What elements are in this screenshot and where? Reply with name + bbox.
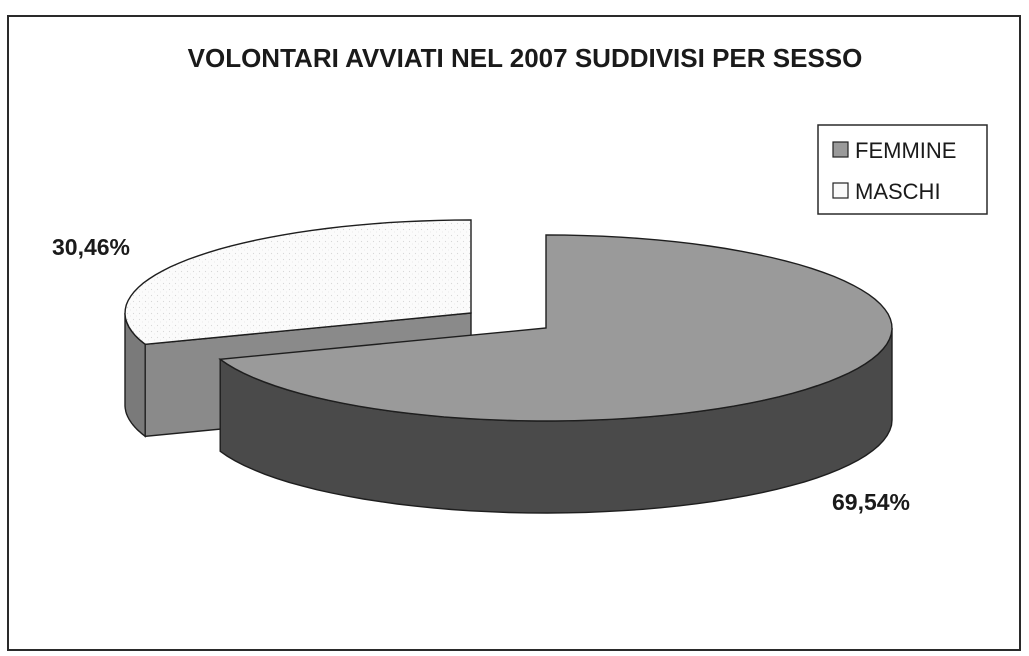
slice-maschi xyxy=(124,219,472,346)
slice-femmine xyxy=(218,234,893,422)
chart-title: VOLONTARI AVVIATI NEL 2007 SUDDIVISI PER… xyxy=(188,43,863,73)
legend: FEMMINE MASCHI xyxy=(817,124,988,215)
pie-slices xyxy=(124,219,893,514)
legend-swatch-femmine xyxy=(832,141,849,158)
legend-label-femmine: FEMMINE xyxy=(855,138,956,163)
legend-swatch-maschi xyxy=(832,182,849,199)
data-label-femmine: 69,54% xyxy=(832,489,910,515)
data-label-maschi: 30,46% xyxy=(52,234,130,260)
legend-label-maschi: MASCHI xyxy=(855,179,941,204)
